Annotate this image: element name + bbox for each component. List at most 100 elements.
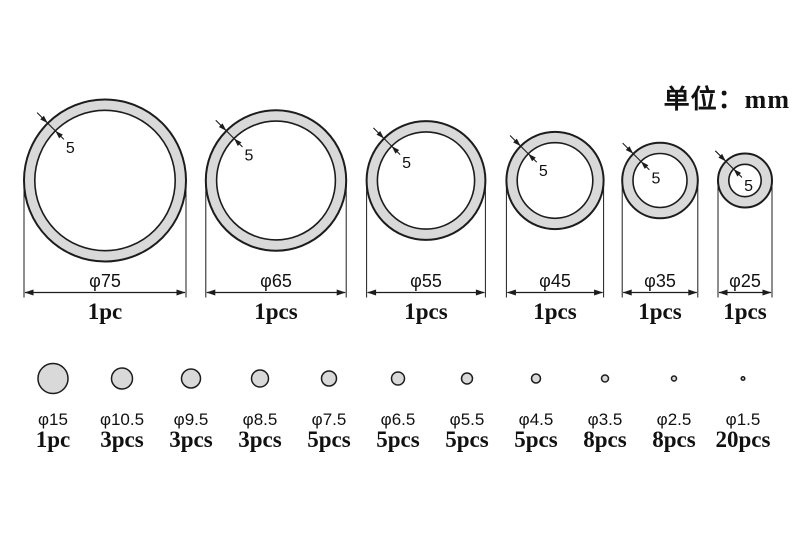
dimension-arrowhead-left — [718, 289, 728, 296]
wall-arrowhead-inner — [640, 161, 649, 169]
wall-arrowhead-inner — [391, 146, 400, 154]
ring-55: 5 φ55 1pcs — [365, 120, 487, 324]
wall-arrowhead-outer — [718, 153, 726, 162]
dimension-arrowhead-right — [594, 289, 604, 296]
quantity-label: 1pcs — [723, 299, 767, 324]
diameter-label: φ55 — [410, 271, 442, 291]
dot-quantity-label: 3pcs — [238, 427, 282, 452]
dimension-arrowhead-left — [506, 289, 516, 296]
dimension-arrowhead-left — [622, 289, 632, 296]
ring-45: 5 φ45 1pcs — [505, 130, 605, 324]
wall-arrowhead-outer — [625, 146, 634, 154]
dot-diameter-label: φ4.5 — [519, 410, 554, 429]
ring-inner-circle — [376, 131, 476, 230]
dot-quantity-label: 3pcs — [100, 427, 144, 452]
dimension-arrowhead-right — [762, 289, 772, 296]
rings-row: 5φ751pc5φ651pcs5φ551pcs5φ451pcs5φ351pcs5… — [23, 98, 773, 324]
diameter-label: φ25 — [729, 271, 761, 291]
dimension-arrowhead-left — [24, 289, 34, 296]
dot-diameter-label: φ10.5 — [100, 410, 144, 429]
diameter-label: φ45 — [539, 271, 571, 291]
dot-quantity-label: 3pcs — [169, 427, 213, 452]
diameter-label: φ65 — [260, 271, 292, 291]
dots-row: φ151pcφ10.53pcsφ9.53pcsφ8.53pcsφ7.55pcsφ… — [36, 362, 771, 452]
dot-diameter-label: φ8.5 — [243, 410, 278, 429]
dimension-arrowhead-right — [688, 289, 698, 296]
wall-thickness-label: 5 — [402, 155, 411, 172]
dimension-arrowhead-right — [176, 289, 186, 296]
dot-circle — [37, 362, 69, 395]
dot-quantity-label: 20pcs — [716, 427, 771, 452]
quantity-label: 1pcs — [638, 299, 682, 324]
quantity-label: 1pcs — [533, 299, 577, 324]
dot-circle — [530, 373, 542, 384]
dot-quantity-label: 5pcs — [514, 427, 558, 452]
dot-circle — [390, 371, 406, 386]
dot-circle — [250, 369, 270, 388]
wall-arrowhead-outer — [218, 123, 227, 131]
wall-arrowhead-inner — [55, 130, 63, 139]
dot-circle — [670, 375, 678, 382]
ring-inner-circle — [215, 120, 337, 241]
dot-circle — [320, 370, 338, 387]
quantity-label: 1pcs — [254, 299, 298, 324]
dot-diameter-label: φ1.5 — [726, 410, 761, 429]
dot-diameter-label: φ3.5 — [588, 410, 623, 429]
dot-circle — [600, 374, 610, 383]
dot-quantity-label: 8pcs — [652, 427, 696, 452]
dot-quantity-label: 5pcs — [376, 427, 420, 452]
dot-diameter-label: φ7.5 — [312, 410, 347, 429]
dot-circle — [460, 372, 474, 385]
wall-thickness-label: 5 — [539, 163, 548, 180]
ring-25: 5 φ25 1pcs — [714, 150, 773, 324]
ring-65: 5 φ65 1pcs — [204, 109, 348, 324]
ring-35: 5 φ35 1pcs — [621, 141, 699, 324]
wall-arrowhead-outer — [513, 138, 521, 147]
wall-arrowhead-inner — [733, 169, 742, 177]
wall-arrowhead-inner — [528, 153, 536, 162]
dot-diameter-label: φ15 — [38, 410, 68, 429]
dimension-arrowhead-right — [475, 289, 485, 296]
dot-circle — [180, 368, 202, 389]
ring-inner-circle — [34, 109, 176, 252]
dimension-arrowhead-left — [367, 289, 377, 296]
wall-arrowhead-outer — [40, 115, 48, 124]
wall-thickness-label: 5 — [651, 170, 660, 187]
wall-thickness-label: 5 — [245, 147, 254, 164]
wall-arrowhead-outer — [376, 131, 384, 139]
diameter-label: φ75 — [89, 271, 121, 291]
diameter-label: φ35 — [644, 271, 676, 291]
dot-diameter-label: φ2.5 — [657, 410, 692, 429]
dot-diameter-label: φ5.5 — [450, 410, 485, 429]
dot-quantity-label: 5pcs — [445, 427, 489, 452]
dot-diameter-label: φ6.5 — [381, 410, 416, 429]
quantity-label: 1pc — [88, 299, 123, 324]
dot-quantity-label: 5pcs — [307, 427, 351, 452]
dimension-arrowhead-right — [336, 289, 346, 296]
dot-quantity-label: 8pcs — [583, 427, 627, 452]
dot-quantity-label: 1pc — [36, 427, 71, 452]
dot-circle — [740, 375, 746, 382]
ring-75: 5 φ75 1pc — [23, 98, 187, 324]
dimension-arrowhead-left — [206, 289, 216, 296]
dot-diameter-label: φ9.5 — [174, 410, 209, 429]
wall-thickness-label: 5 — [66, 140, 75, 157]
dot-circle — [110, 367, 134, 390]
unit-label: 单位：mm — [664, 84, 790, 114]
wall-thickness-label: 5 — [744, 178, 753, 195]
wall-arrowhead-inner — [233, 138, 242, 146]
quantity-label: 1pcs — [404, 299, 448, 324]
